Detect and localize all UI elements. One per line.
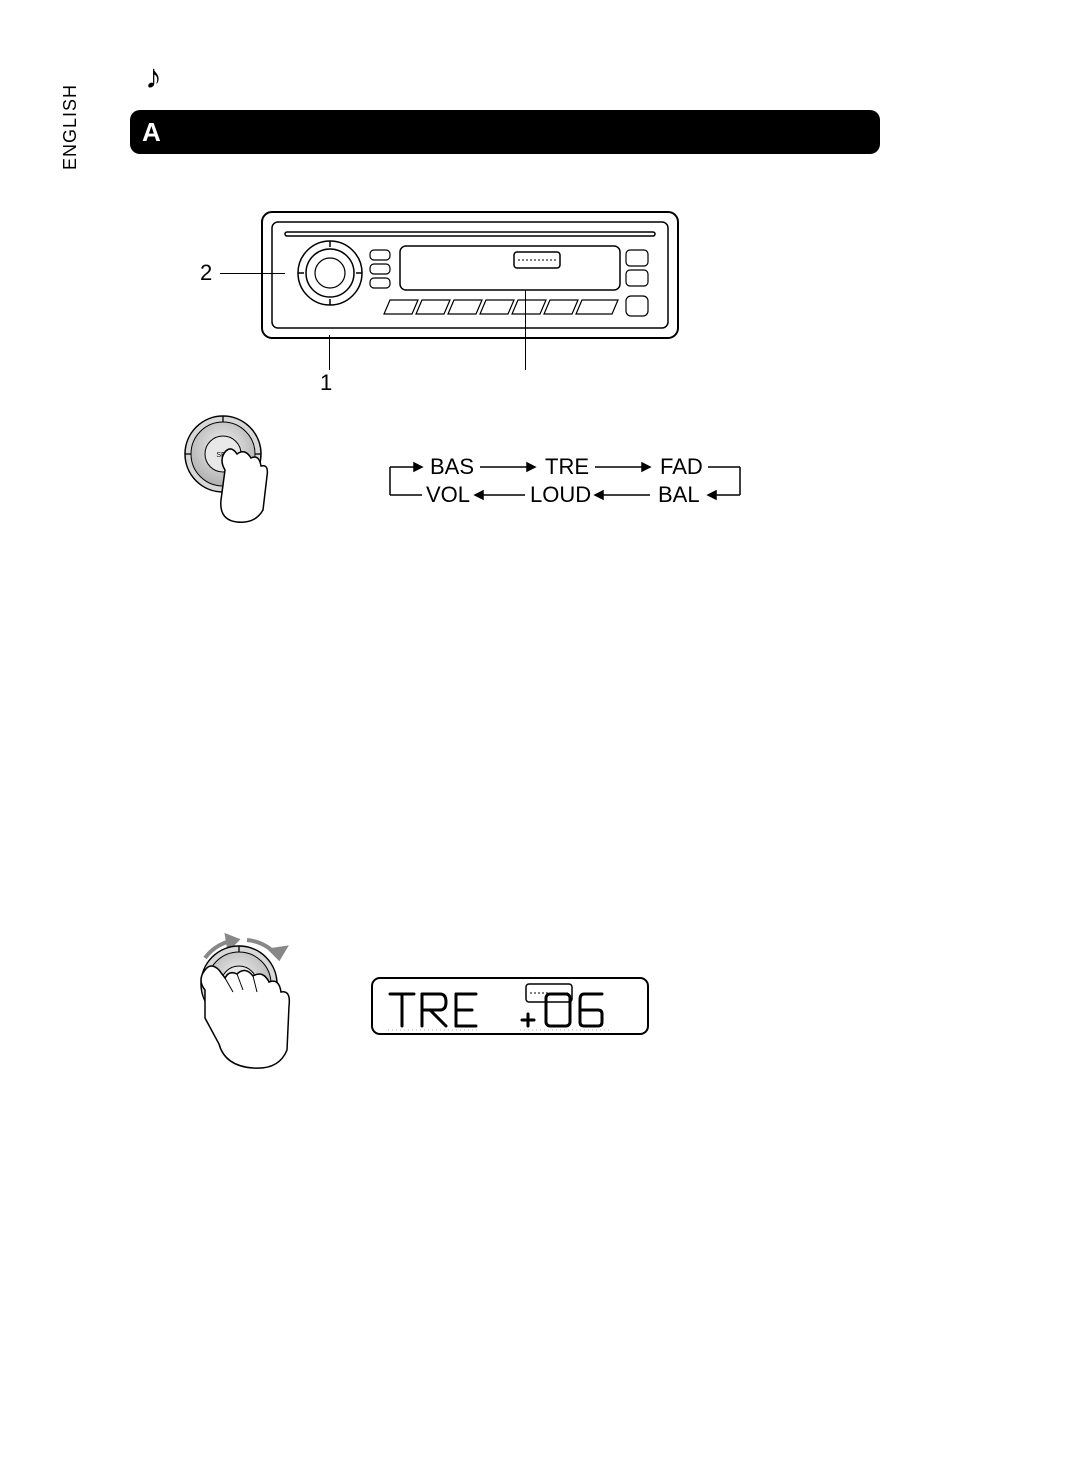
language-label: ENGLISH xyxy=(60,84,81,170)
music-note-icon: ♪ xyxy=(145,60,162,94)
flow-vol: VOL xyxy=(426,482,470,507)
flow-tre: TRE xyxy=(545,454,589,479)
knob-press-illustration: SEL xyxy=(175,410,285,535)
flow-bal: BAL xyxy=(658,482,700,507)
flow-bas: BAS xyxy=(430,454,474,479)
callout-number-2: 2 xyxy=(200,260,212,286)
flow-fad: FAD xyxy=(660,454,703,479)
lcd-display xyxy=(370,972,650,1047)
callout-display-line xyxy=(525,290,526,370)
mode-flow-diagram: BAS TRE FAD VOL LOUD BAL xyxy=(360,450,760,526)
callout-2-line xyxy=(220,273,285,274)
section-header: A xyxy=(130,110,880,154)
device-illustration xyxy=(260,210,680,345)
knob-rotate-illustration: SEL xyxy=(175,930,315,1085)
callout-1-line xyxy=(329,335,330,370)
callout-number-1: 1 xyxy=(320,370,332,396)
flow-loud: LOUD xyxy=(530,482,591,507)
section-letter: A xyxy=(142,117,161,148)
